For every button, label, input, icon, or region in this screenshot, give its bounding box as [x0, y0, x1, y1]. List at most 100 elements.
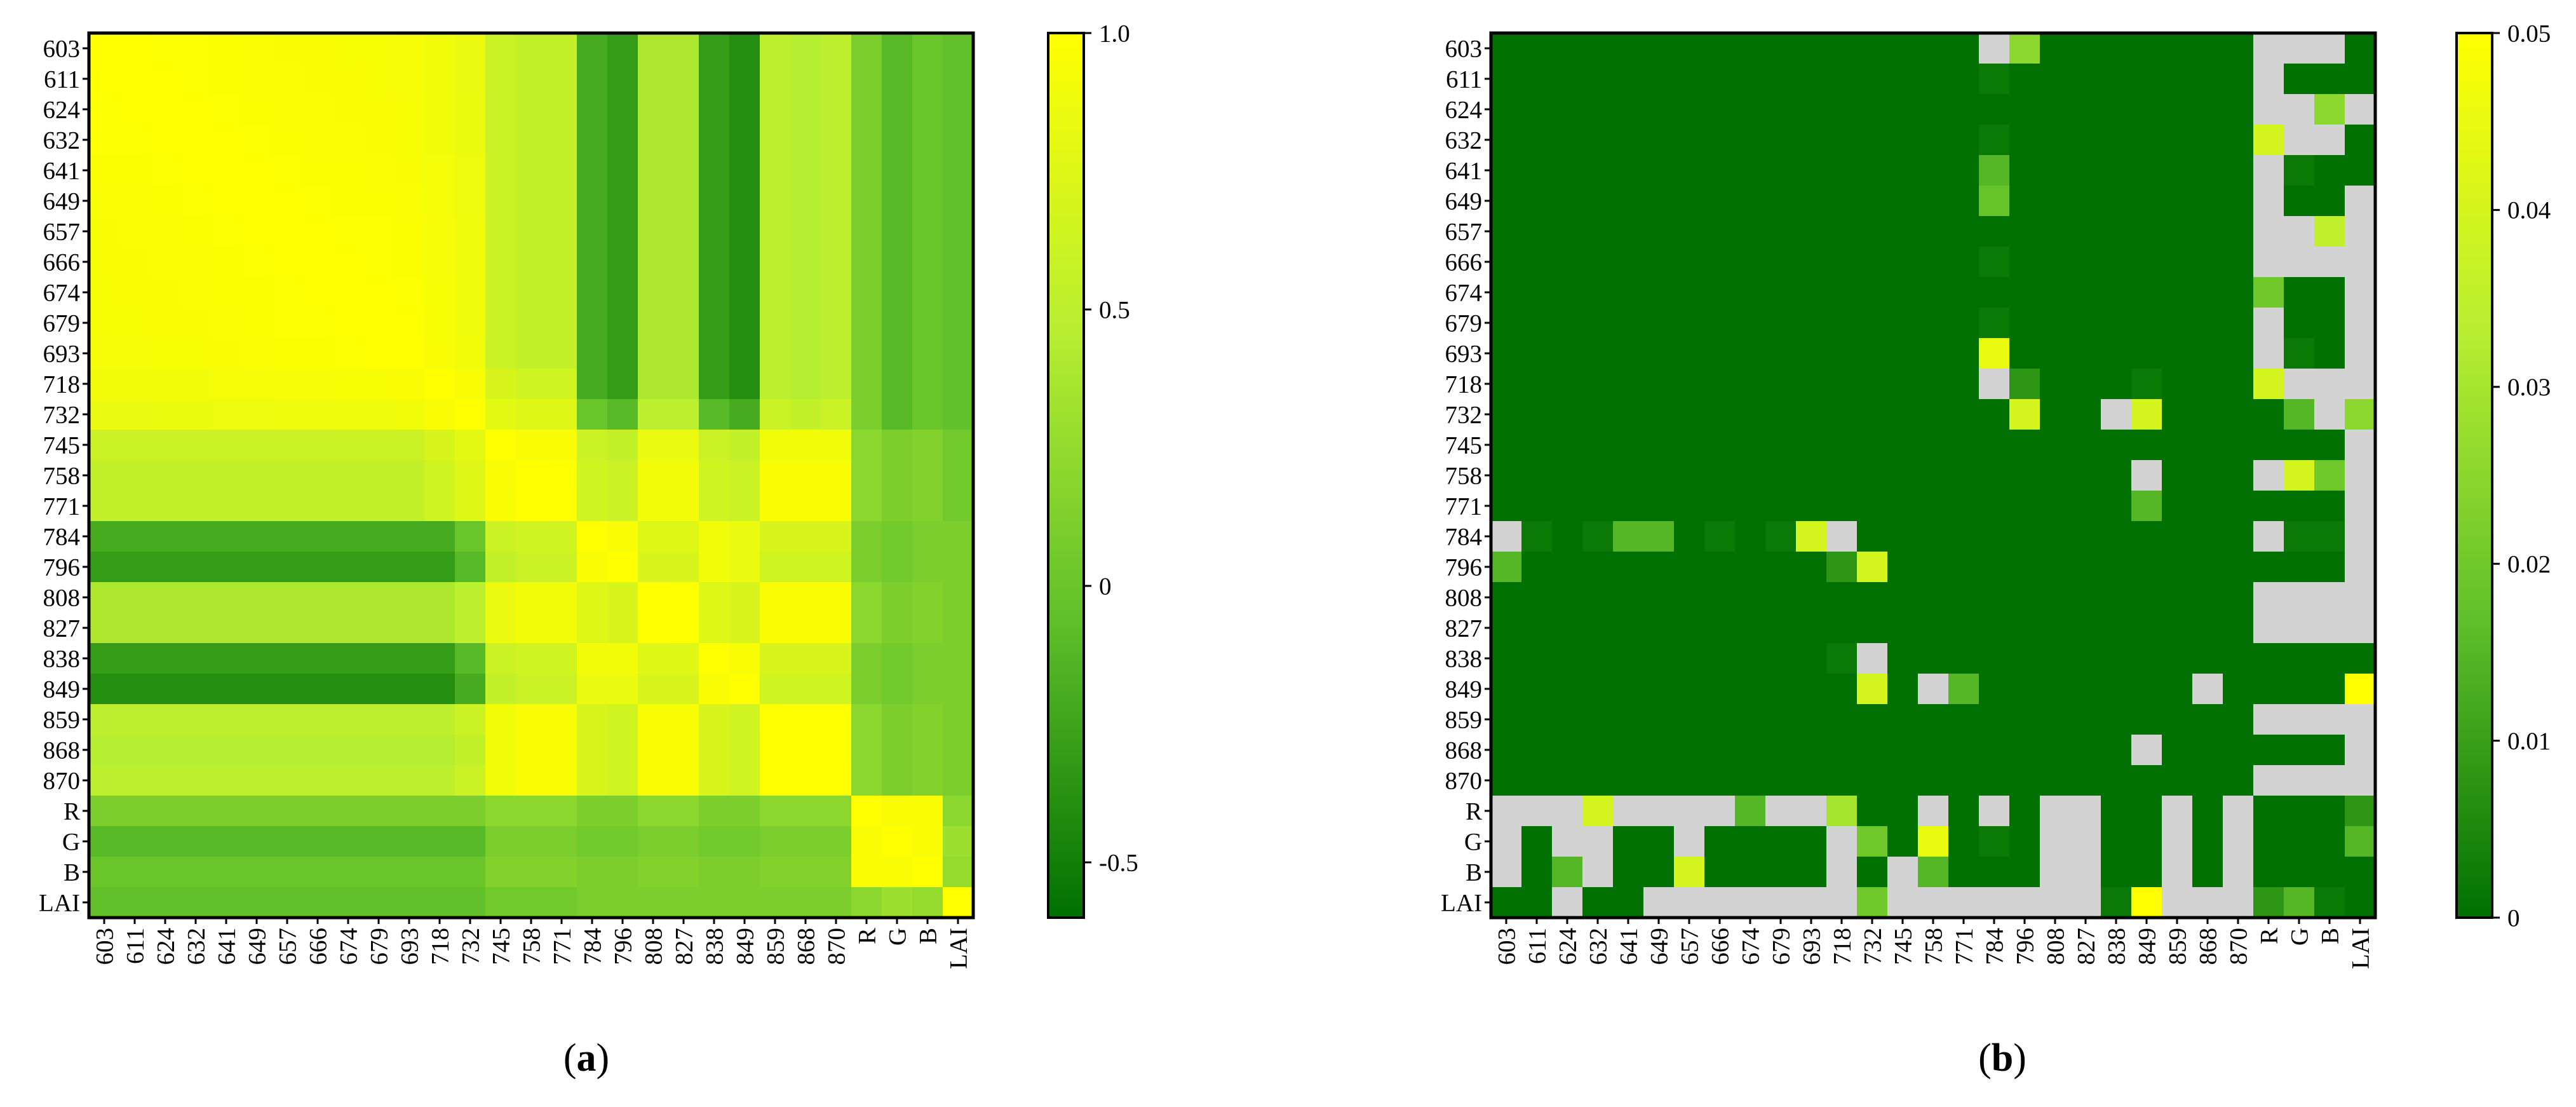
heatmap-cell	[1796, 64, 1827, 95]
heatmap-cell	[2284, 460, 2315, 491]
heatmap-cell	[638, 491, 669, 522]
heatmap-cell	[577, 277, 608, 308]
heatmap-cell	[1643, 582, 1675, 613]
heatmap-cell	[455, 887, 486, 918]
heatmap-cell	[2070, 33, 2101, 64]
x-tick-label: 649	[1645, 928, 1673, 965]
heatmap-cell	[851, 308, 882, 339]
y-tick-label: 827	[43, 615, 81, 642]
heatmap-cell	[943, 125, 974, 156]
heatmap-cell	[2101, 582, 2132, 613]
heatmap-cell	[1735, 186, 1766, 217]
heatmap-cell	[2101, 491, 2132, 522]
heatmap-cell	[89, 216, 120, 247]
heatmap-cell	[516, 277, 547, 308]
heatmap-cell	[638, 155, 669, 186]
heatmap-cell	[1918, 33, 1949, 64]
heatmap-cell	[1674, 308, 1705, 339]
heatmap-cell	[211, 33, 242, 64]
heatmap-cell	[882, 643, 913, 674]
heatmap-cell	[1704, 613, 1736, 644]
heatmap-cell	[2040, 369, 2071, 400]
heatmap-cell	[1704, 430, 1736, 461]
heatmap-cell	[1704, 338, 1736, 369]
x-tick-label: 603	[1493, 928, 1520, 965]
heatmap-cell	[119, 94, 151, 125]
heatmap-cell	[2070, 796, 2101, 827]
heatmap-cell	[394, 430, 425, 461]
heatmap-cell	[1552, 735, 1583, 766]
heatmap-cell	[1704, 94, 1736, 125]
heatmap-cell	[2131, 277, 2162, 308]
heatmap-cell	[2253, 216, 2284, 247]
heatmap-cell	[455, 369, 486, 400]
heatmap-cell	[1796, 674, 1827, 705]
heatmap-cell	[2314, 552, 2345, 583]
heatmap-cell	[1826, 521, 1858, 552]
heatmap-cell	[333, 277, 364, 308]
heatmap-cell	[180, 735, 212, 766]
heatmap-cell	[2192, 216, 2223, 247]
heatmap-cell	[2040, 887, 2071, 918]
heatmap-cell	[1491, 796, 1522, 827]
heatmap-cell	[577, 552, 608, 583]
heatmap-cell	[2253, 582, 2284, 613]
heatmap-cell	[2253, 94, 2284, 125]
heatmap-cell	[485, 704, 516, 735]
heatmap-cell	[1979, 277, 2010, 308]
heatmap-cell	[1704, 155, 1736, 186]
heatmap-cell	[302, 765, 334, 796]
heatmap-cell	[1674, 155, 1705, 186]
heatmap-cell	[1643, 308, 1675, 339]
heatmap-cell	[363, 33, 394, 64]
heatmap-cell	[912, 643, 943, 674]
heatmap-cell	[1948, 521, 1979, 552]
heatmap-cell	[119, 125, 151, 156]
heatmap-cell	[2314, 277, 2345, 308]
heatmap-cell	[424, 338, 455, 369]
heatmap-cell	[729, 857, 760, 888]
heatmap-cell	[150, 247, 181, 278]
heatmap-cell	[1887, 430, 1919, 461]
heatmap-cell	[1735, 857, 1766, 888]
heatmap-cell	[1674, 399, 1705, 430]
heatmap-cell	[2009, 735, 2040, 766]
heatmap-cell	[2192, 887, 2223, 918]
heatmap-cell	[2192, 64, 2223, 95]
heatmap-cell	[1643, 369, 1675, 400]
heatmap-cell	[2009, 155, 2040, 186]
heatmap-cell	[2345, 704, 2376, 735]
heatmap-cell	[2070, 521, 2101, 552]
heatmap-cell	[577, 735, 608, 766]
heatmap-cell	[241, 521, 273, 552]
heatmap-cell	[1796, 125, 1827, 156]
heatmap-cell	[1948, 247, 1979, 278]
heatmap-cell	[272, 64, 303, 95]
heatmap-cell	[546, 887, 577, 918]
heatmap-cell	[2345, 155, 2376, 186]
heatmap-cell	[302, 735, 334, 766]
heatmap-cell	[912, 704, 943, 735]
heatmap-cell	[546, 674, 577, 705]
heatmap-cell	[1613, 857, 1644, 888]
y-tick-label: LAI	[1441, 889, 1482, 916]
heatmap-cell	[1491, 369, 1522, 400]
heatmap-cell	[1765, 887, 1797, 918]
heatmap-cell	[424, 216, 455, 247]
heatmap-cell	[485, 94, 516, 125]
heatmap-cell	[2101, 460, 2132, 491]
heatmap-cell	[1857, 582, 1888, 613]
heatmap-cell	[1552, 125, 1583, 156]
heatmap-cell	[394, 277, 425, 308]
y-tick-label: 796	[43, 554, 81, 581]
heatmap-cell	[333, 125, 364, 156]
heatmap-cell	[1826, 643, 1858, 674]
heatmap-cell	[1948, 430, 1979, 461]
heatmap-cell	[119, 674, 151, 705]
heatmap-cell	[1796, 491, 1827, 522]
heatmap-cell	[943, 277, 974, 308]
heatmap-cell	[943, 216, 974, 247]
heatmap-cell	[272, 430, 303, 461]
heatmap-cell	[2253, 338, 2284, 369]
x-tick-label: 827	[2072, 928, 2100, 965]
